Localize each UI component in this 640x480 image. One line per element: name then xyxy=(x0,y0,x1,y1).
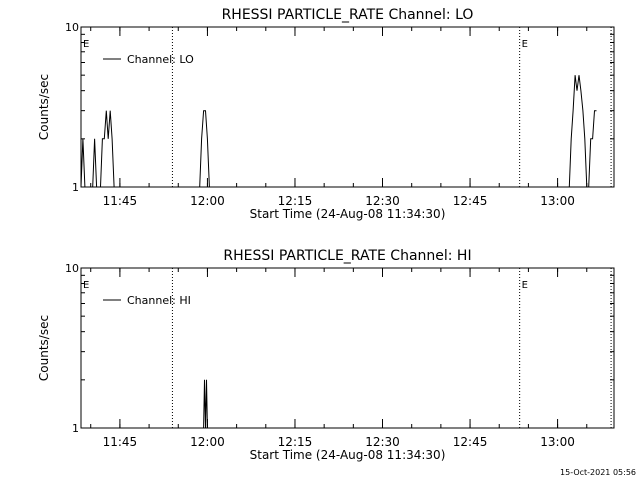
x-tick-label: 12:45 xyxy=(453,194,488,208)
hi-channel-panel: RHESSI PARTICLE_RATE Channel: HI 1 10 11:45… xyxy=(37,248,615,462)
x-tick-label: 12:30 xyxy=(365,194,400,208)
y-tick-label: 10 xyxy=(65,21,79,34)
x-tick-label: 12:15 xyxy=(278,435,313,449)
x-tick-label: 12:15 xyxy=(278,194,313,208)
plot-frame xyxy=(80,267,615,429)
x-tick-label: 12:45 xyxy=(453,435,488,449)
x-tick-label: 12:00 xyxy=(190,194,225,208)
y-axis-label: Counts/sec xyxy=(37,74,51,140)
x-tick-label: 13:00 xyxy=(540,194,575,208)
series-line xyxy=(203,379,208,429)
footer-timestamp: 15-Oct-2021 05:56 xyxy=(560,468,636,477)
y-tick-label: 10 xyxy=(65,262,79,275)
event-marker-label: E xyxy=(83,280,89,291)
chart-title: RHESSI PARTICLE_RATE Channel: LO xyxy=(222,7,474,23)
y-tick-label: 1 xyxy=(72,181,79,194)
event-marker-label: E xyxy=(522,39,528,50)
x-axis-label: Start Time (24-Aug-08 11:34:30) xyxy=(250,207,446,221)
x-tick-label: 11:45 xyxy=(103,194,138,208)
legend-label: Channel: HI xyxy=(127,294,191,307)
x-tick-label: 12:00 xyxy=(190,435,225,449)
chart-title: RHESSI PARTICLE_RATE Channel: HI xyxy=(223,248,471,264)
event-marker-label: E xyxy=(522,280,528,291)
y-axis-label: Counts/sec xyxy=(37,315,51,381)
x-tick-label: 13:00 xyxy=(540,435,575,449)
plot-frame xyxy=(80,26,615,188)
legend-label: Channel: LO xyxy=(127,53,194,66)
lo-channel-panel: RHESSI PARTICLE_RATE Channel: LO 1 10 11:45… xyxy=(37,7,615,221)
event-marker-label: E xyxy=(83,39,89,50)
x-axis-label: Start Time (24-Aug-08 11:34:30) xyxy=(250,448,446,462)
x-tick-label: 11:45 xyxy=(103,435,138,449)
y-tick-label: 1 xyxy=(72,422,79,435)
x-tick-label: 12:30 xyxy=(365,435,400,449)
series-line xyxy=(80,75,597,188)
